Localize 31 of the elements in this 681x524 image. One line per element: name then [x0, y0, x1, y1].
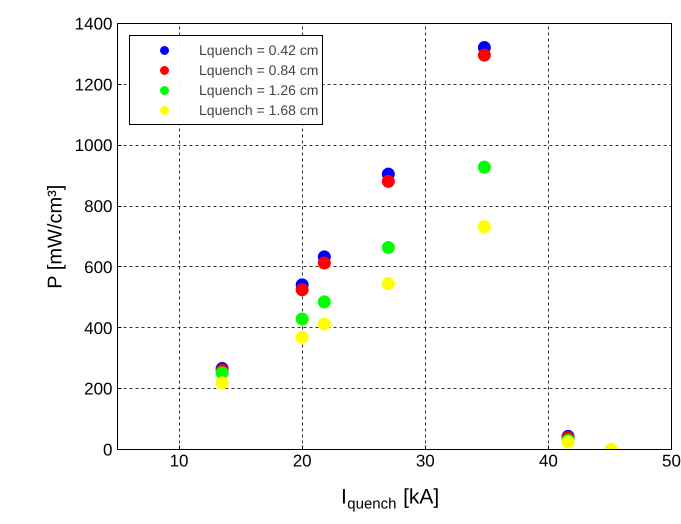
- point: [382, 240, 395, 254]
- y-tick-label: 800: [84, 197, 113, 216]
- x-tick-label: 30: [416, 452, 435, 470]
- x-tick-label: 20: [292, 452, 312, 470]
- point: [382, 277, 395, 290]
- point: [478, 220, 491, 234]
- point: [296, 330, 309, 344]
- legend-label: Lquench = 0.42 cm: [199, 42, 318, 58]
- y-tick-label: 600: [84, 258, 113, 277]
- point: [478, 160, 491, 174]
- point: [382, 174, 395, 188]
- y-tick-label: 0: [103, 440, 113, 460]
- legend-label: Lquench = 1.26 cm: [199, 82, 318, 98]
- point: [318, 318, 331, 331]
- y-tick-label: 400: [84, 318, 113, 338]
- y-tick-label: 200: [84, 380, 113, 399]
- legend-label: Lquench = 0.84 cm: [199, 62, 318, 78]
- legend-label: Lquench = 1.68 cm: [199, 102, 318, 118]
- point: [296, 312, 309, 326]
- y-tick-label: 1200: [74, 75, 113, 94]
- y-tick-label: 1400: [74, 14, 113, 34]
- x-tick-label: 10: [170, 452, 189, 470]
- x-tick-label: 50: [662, 452, 681, 470]
- point: [318, 295, 331, 308]
- point: [216, 376, 229, 390]
- point: [296, 283, 309, 296]
- point: [318, 256, 331, 270]
- point: [478, 48, 491, 62]
- y-axis-title: P [mW/cm³]: [44, 184, 67, 289]
- x-tick-label: 40: [538, 452, 558, 470]
- y-tick-label: 1000: [74, 136, 113, 156]
